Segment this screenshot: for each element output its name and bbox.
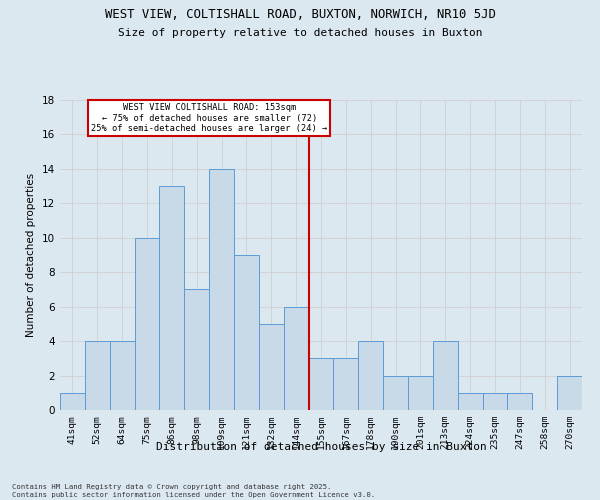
Text: Size of property relative to detached houses in Buxton: Size of property relative to detached ho…	[118, 28, 482, 38]
Bar	[259, 324, 284, 410]
Bar	[284, 306, 308, 410]
Bar	[358, 341, 383, 410]
Bar	[184, 290, 209, 410]
Bar	[134, 238, 160, 410]
Text: WEST VIEW, COLTISHALL ROAD, BUXTON, NORWICH, NR10 5JD: WEST VIEW, COLTISHALL ROAD, BUXTON, NORW…	[104, 8, 496, 20]
Bar	[482, 393, 508, 410]
Bar	[209, 169, 234, 410]
Bar	[85, 341, 110, 410]
Y-axis label: Number of detached properties: Number of detached properties	[26, 173, 37, 337]
Text: WEST VIEW COLTISHALL ROAD: 153sqm
← 75% of detached houses are smaller (72)
25% : WEST VIEW COLTISHALL ROAD: 153sqm ← 75% …	[91, 104, 327, 133]
Text: Contains HM Land Registry data © Crown copyright and database right 2025.
Contai: Contains HM Land Registry data © Crown c…	[12, 484, 375, 498]
Bar	[110, 341, 134, 410]
Bar	[408, 376, 433, 410]
Bar	[234, 255, 259, 410]
Bar	[458, 393, 482, 410]
Bar	[60, 393, 85, 410]
Bar	[334, 358, 358, 410]
Bar	[383, 376, 408, 410]
Bar	[160, 186, 184, 410]
Text: Distribution of detached houses by size in Buxton: Distribution of detached houses by size …	[155, 442, 487, 452]
Bar	[508, 393, 532, 410]
Bar	[433, 341, 458, 410]
Bar	[308, 358, 334, 410]
Bar	[557, 376, 582, 410]
